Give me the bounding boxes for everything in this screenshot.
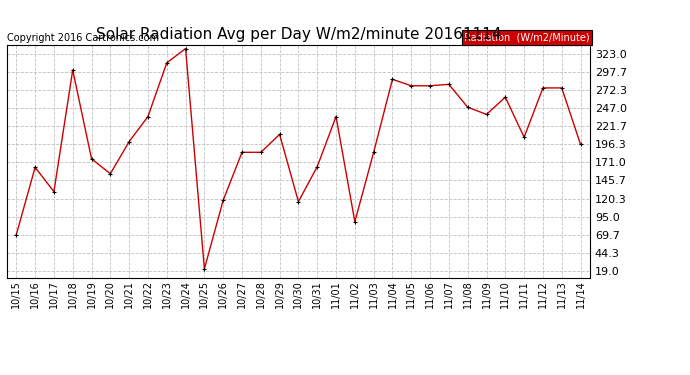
Point xyxy=(481,111,492,117)
Point xyxy=(217,197,228,203)
Point xyxy=(274,131,285,137)
Point xyxy=(86,156,97,162)
Point xyxy=(237,149,248,155)
Point xyxy=(406,83,417,89)
Point xyxy=(255,149,266,155)
Point xyxy=(444,81,455,87)
Point xyxy=(105,171,116,177)
Point xyxy=(556,85,567,91)
Point xyxy=(462,104,473,110)
Point xyxy=(161,60,172,66)
Point xyxy=(293,199,304,205)
Point xyxy=(30,164,41,170)
Point xyxy=(424,83,435,89)
Text: Radiation  (W/m2/Minute): Radiation (W/m2/Minute) xyxy=(464,33,590,43)
Point xyxy=(349,219,360,225)
Point xyxy=(500,94,511,100)
Point xyxy=(142,114,153,120)
Point xyxy=(48,189,59,195)
Point xyxy=(124,139,135,145)
Title: Solar Radiation Avg per Day W/m2/minute 20161114: Solar Radiation Avg per Day W/m2/minute … xyxy=(96,27,501,42)
Point xyxy=(312,164,323,170)
Point xyxy=(199,266,210,272)
Point xyxy=(538,85,549,91)
Point xyxy=(368,149,380,155)
Point xyxy=(67,67,78,73)
Text: Copyright 2016 Cartronics.com: Copyright 2016 Cartronics.com xyxy=(7,33,159,43)
Point xyxy=(387,76,398,82)
Point xyxy=(575,141,586,147)
Point xyxy=(331,114,342,120)
Point xyxy=(180,46,191,52)
Point xyxy=(11,232,22,238)
Point xyxy=(519,134,530,140)
